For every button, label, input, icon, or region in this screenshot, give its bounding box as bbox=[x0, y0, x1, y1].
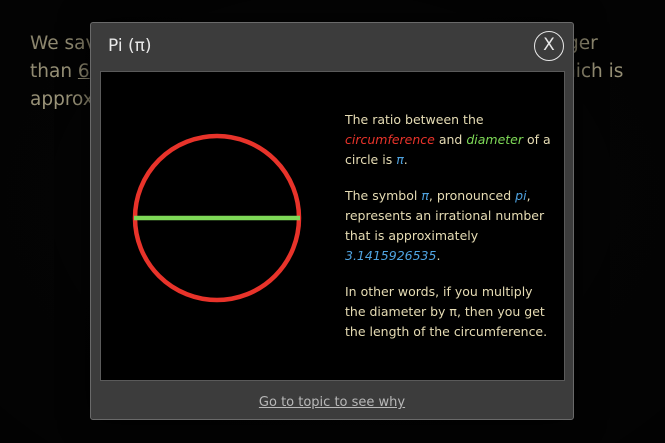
pi-dialog: Pi (π) X The ratio between the circumfer… bbox=[90, 22, 574, 420]
pi-value: 3.1415926535 bbox=[345, 248, 437, 263]
circle-diagram bbox=[132, 133, 302, 303]
dialog-title: Pi (π) bbox=[108, 36, 152, 56]
paragraph-ratio: The ratio between the circumference and … bbox=[345, 112, 551, 167]
circumference-term: circumference bbox=[345, 132, 435, 147]
bg-text-line3-start: approx bbox=[30, 89, 94, 110]
close-button[interactable]: X bbox=[534, 31, 564, 61]
diameter-term: diameter bbox=[466, 132, 524, 147]
go-to-topic-link[interactable]: Go to topic to see why bbox=[258, 395, 406, 410]
bg-link[interactable]: 6 bbox=[77, 61, 90, 82]
bg-text-line2-start: than bbox=[30, 61, 78, 82]
paragraph-symbol: The symbol π, pronounced pi, represents … bbox=[345, 188, 545, 263]
paragraph-multiply: In other words, if you multiply the diam… bbox=[345, 284, 548, 339]
content-panel: The ratio between the circumference and … bbox=[100, 71, 565, 381]
pi-symbol: π bbox=[396, 152, 404, 167]
explanation-text: The ratio between the circumference and … bbox=[345, 110, 555, 358]
bg-text-line1-start: We sav bbox=[30, 33, 97, 54]
pi-symbol: π bbox=[421, 188, 429, 203]
pi-word: pi bbox=[515, 188, 527, 203]
